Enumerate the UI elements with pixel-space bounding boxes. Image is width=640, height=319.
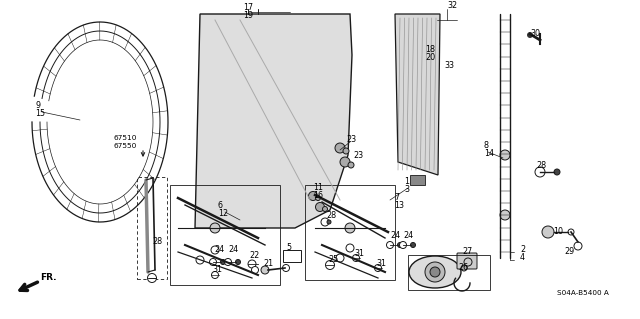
Circle shape [554, 169, 560, 175]
Text: 30: 30 [530, 28, 540, 38]
Text: 29: 29 [564, 248, 574, 256]
Circle shape [248, 260, 256, 268]
Text: 23: 23 [353, 151, 363, 160]
Circle shape [527, 32, 533, 38]
Circle shape [348, 162, 354, 168]
Polygon shape [395, 14, 440, 175]
Circle shape [308, 191, 317, 201]
Bar [283, 250, 301, 262]
Text: 32: 32 [447, 1, 457, 10]
Text: 9: 9 [35, 100, 40, 109]
Circle shape [535, 167, 545, 177]
Text: 17: 17 [243, 3, 253, 11]
Text: 21: 21 [263, 258, 273, 268]
Circle shape [316, 196, 321, 201]
Polygon shape [195, 14, 352, 228]
Circle shape [340, 157, 350, 167]
Circle shape [464, 258, 472, 266]
Circle shape [316, 203, 324, 211]
Text: FR.: FR. [40, 273, 56, 283]
Circle shape [500, 210, 510, 220]
Circle shape [568, 229, 574, 235]
Text: 27: 27 [462, 248, 472, 256]
Text: 26: 26 [458, 263, 468, 271]
Text: 14: 14 [484, 149, 494, 158]
Circle shape [147, 273, 157, 283]
Circle shape [323, 206, 328, 211]
Circle shape [542, 226, 554, 238]
Text: 18: 18 [425, 46, 435, 55]
Circle shape [196, 256, 204, 264]
Circle shape [374, 264, 381, 271]
Text: 31: 31 [212, 265, 222, 275]
Circle shape [500, 150, 510, 160]
FancyBboxPatch shape [457, 253, 477, 269]
Circle shape [282, 264, 289, 271]
Ellipse shape [409, 256, 461, 288]
Text: 67510: 67510 [113, 135, 136, 141]
Text: 28: 28 [536, 160, 546, 169]
Circle shape [425, 262, 445, 282]
Circle shape [387, 241, 394, 249]
Circle shape [345, 223, 355, 233]
Circle shape [211, 271, 218, 278]
Text: 31: 31 [376, 259, 386, 269]
Text: S04A-B5400 A: S04A-B5400 A [557, 290, 609, 296]
Text: 4: 4 [520, 254, 525, 263]
Text: 67550: 67550 [113, 143, 136, 149]
Text: 12: 12 [218, 209, 228, 218]
Text: 7: 7 [394, 192, 399, 202]
Circle shape [321, 218, 329, 226]
Text: 15: 15 [35, 108, 45, 117]
Text: 20: 20 [425, 54, 435, 63]
Text: 6: 6 [218, 201, 223, 210]
Circle shape [209, 258, 216, 265]
Text: 10: 10 [553, 227, 563, 236]
Text: 31: 31 [354, 249, 364, 258]
Text: 16: 16 [313, 191, 323, 201]
Circle shape [410, 242, 415, 248]
Text: 23: 23 [346, 135, 356, 144]
Circle shape [225, 258, 232, 265]
Circle shape [346, 244, 354, 252]
Circle shape [399, 241, 406, 249]
Circle shape [327, 220, 331, 224]
Circle shape [574, 242, 582, 250]
Circle shape [211, 246, 219, 254]
Text: 2: 2 [520, 244, 525, 254]
Circle shape [261, 266, 269, 274]
Text: 24: 24 [390, 231, 400, 240]
Text: 1: 1 [404, 177, 409, 187]
Circle shape [335, 143, 345, 153]
Text: 24: 24 [228, 244, 238, 254]
Text: 24: 24 [403, 231, 413, 240]
Text: 28: 28 [326, 211, 336, 219]
Text: 5: 5 [286, 243, 291, 253]
Text: 22: 22 [249, 250, 259, 259]
Circle shape [210, 223, 220, 233]
Circle shape [343, 148, 349, 154]
Circle shape [252, 266, 259, 273]
Circle shape [397, 242, 403, 248]
Text: 24: 24 [214, 244, 224, 254]
Circle shape [461, 265, 467, 271]
Polygon shape [410, 175, 425, 185]
Text: 28: 28 [152, 236, 162, 246]
Text: 19: 19 [243, 11, 253, 19]
Circle shape [353, 255, 360, 262]
Circle shape [336, 254, 344, 262]
Circle shape [236, 259, 241, 264]
Text: 11: 11 [313, 183, 323, 192]
Circle shape [221, 259, 225, 264]
Text: 33: 33 [444, 61, 454, 70]
Circle shape [326, 261, 335, 270]
Text: 13: 13 [394, 201, 404, 210]
Circle shape [430, 267, 440, 277]
Text: 25: 25 [328, 255, 339, 263]
Text: 8: 8 [484, 140, 489, 150]
Text: 3: 3 [404, 186, 409, 195]
